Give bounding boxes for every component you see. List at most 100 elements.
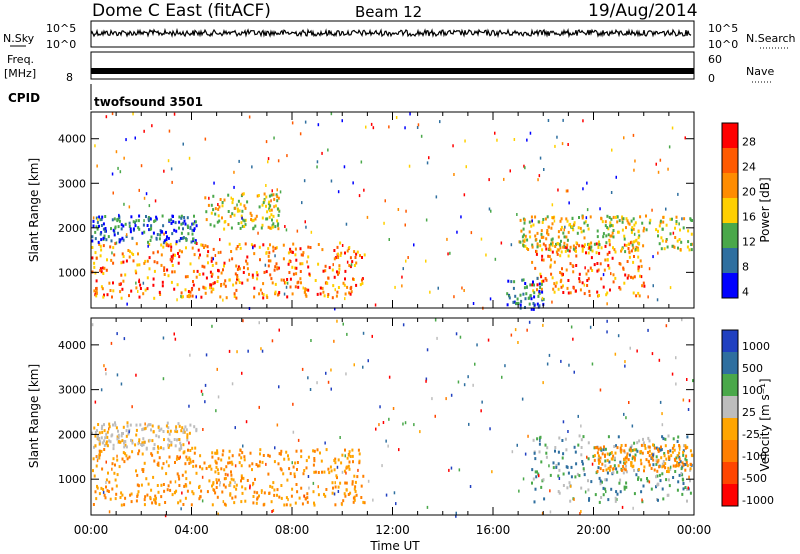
data-cell	[251, 165, 253, 169]
data-cell	[639, 259, 642, 263]
data-cell	[91, 246, 94, 249]
data-cell	[534, 470, 537, 474]
data-cell	[198, 497, 201, 501]
data-cell	[659, 221, 662, 225]
data-cell	[175, 240, 178, 244]
data-cell	[523, 164, 525, 168]
data-cell	[659, 158, 662, 162]
data-cell	[337, 490, 340, 493]
data-cell	[524, 452, 527, 456]
data-cell	[648, 221, 651, 225]
data-cell	[224, 279, 227, 283]
data-cell	[131, 441, 134, 445]
data-cell	[250, 218, 253, 221]
data-cell	[212, 482, 215, 486]
data-cell	[333, 492, 336, 496]
data-cell	[329, 465, 332, 469]
data-cell	[604, 464, 607, 468]
data-cell	[550, 258, 553, 262]
data-cell	[341, 470, 344, 474]
data-cell	[455, 514, 457, 518]
data-cell	[152, 283, 155, 287]
data-cell	[554, 144, 556, 148]
data-cell	[99, 218, 102, 222]
data-cell	[532, 477, 535, 481]
colorbar-tick-label: 4	[742, 286, 749, 299]
data-cell	[649, 218, 652, 222]
data-cell	[632, 276, 634, 280]
data-cell	[185, 246, 187, 250]
data-cell	[616, 215, 619, 219]
data-cell	[567, 254, 570, 258]
power-panel-frame	[90, 111, 695, 309]
data-cell	[657, 234, 659, 238]
data-cell	[168, 455, 171, 459]
data-cell	[344, 297, 346, 301]
data-cell	[630, 219, 633, 223]
data-cell	[317, 485, 319, 489]
data-cell	[648, 480, 651, 484]
data-cell	[192, 239, 195, 243]
data-cell	[342, 322, 344, 326]
data-cell	[646, 477, 648, 480]
data-cell	[637, 468, 640, 471]
data-cell	[676, 239, 679, 243]
data-cell	[586, 181, 588, 185]
data-cell	[619, 460, 622, 464]
data-cell	[189, 460, 192, 464]
data-cell	[334, 288, 336, 292]
data-cell	[156, 261, 159, 265]
data-cell	[218, 205, 221, 209]
data-cell	[623, 449, 626, 453]
data-cell	[526, 247, 528, 250]
data-cell	[100, 449, 103, 453]
colorbar-frame	[721, 329, 739, 507]
data-cell	[176, 455, 179, 459]
data-cell	[274, 290, 277, 294]
data-cell	[671, 126, 674, 130]
data-cell	[610, 217, 613, 221]
data-cell	[321, 286, 324, 290]
data-cell	[185, 238, 188, 242]
data-cell	[659, 219, 662, 223]
data-cell	[674, 459, 677, 462]
data-cell	[614, 499, 617, 503]
data-cell	[566, 243, 569, 247]
data-cell	[111, 112, 114, 116]
data-cell	[95, 225, 98, 229]
data-cell	[91, 256, 94, 260]
data-cell	[559, 246, 562, 250]
data-cell	[108, 510, 111, 514]
data-cell	[349, 491, 352, 495]
data-cell	[335, 294, 338, 298]
data-cell	[173, 270, 176, 274]
data-cell	[170, 218, 173, 222]
data-cell	[549, 473, 552, 477]
data-cell	[98, 456, 101, 460]
data-cell	[686, 499, 688, 503]
colorbar-tick-label: 16	[742, 211, 756, 224]
data-cell	[524, 244, 527, 248]
data-cell	[575, 241, 578, 245]
data-cell	[642, 244, 645, 248]
data-cell	[591, 269, 594, 272]
data-cell	[199, 454, 202, 458]
data-cell	[243, 204, 246, 208]
data-cell	[659, 400, 662, 404]
data-cell	[356, 250, 359, 254]
data-cell	[555, 281, 558, 285]
data-cell	[215, 465, 218, 469]
colorbar-swatch	[722, 396, 738, 418]
data-cell	[215, 478, 218, 482]
data-cell	[615, 215, 617, 219]
data-cell	[417, 123, 420, 127]
data-cell	[188, 441, 190, 445]
data-cell	[223, 220, 226, 224]
data-cell	[294, 253, 297, 257]
data-cell	[274, 246, 277, 250]
data-cell	[253, 490, 256, 494]
data-cell	[607, 498, 610, 502]
data-cell	[271, 485, 274, 489]
data-cell	[294, 266, 297, 270]
data-cell	[539, 272, 542, 276]
